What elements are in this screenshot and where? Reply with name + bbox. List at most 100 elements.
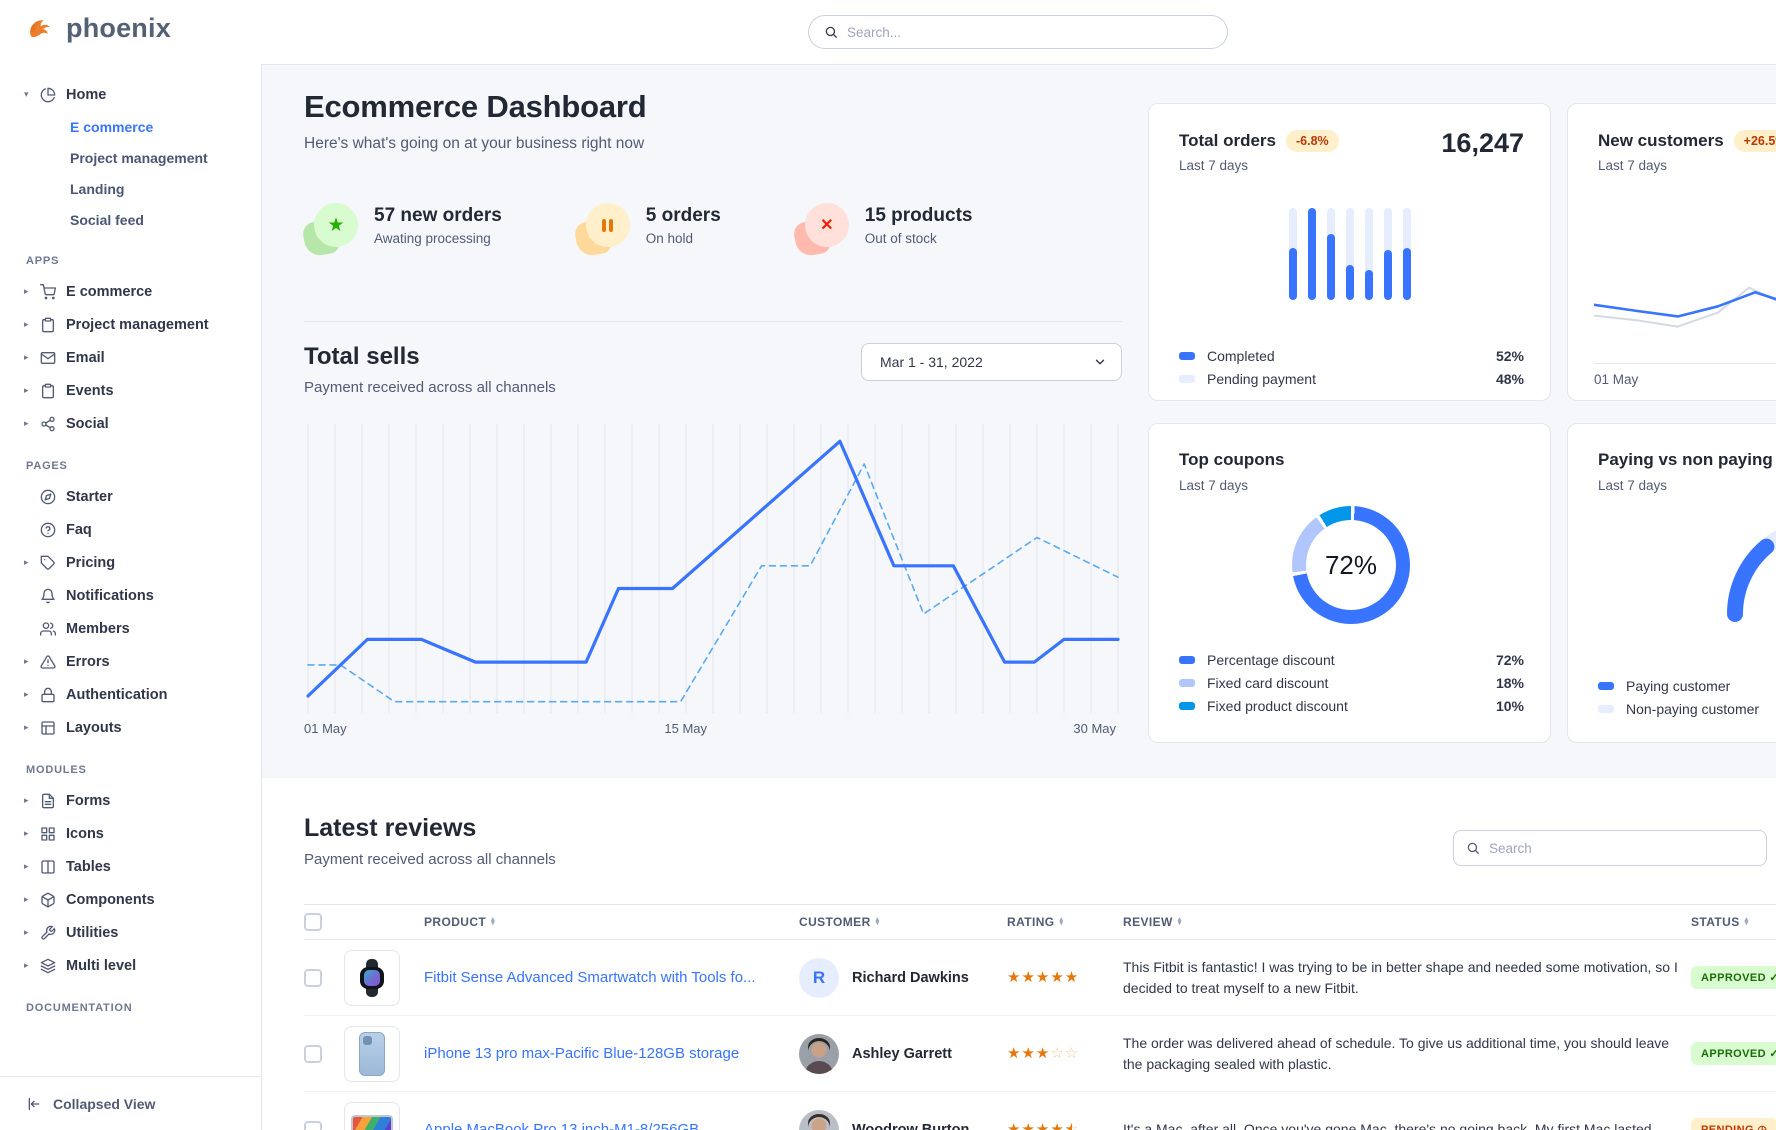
product-image-smartwatch — [357, 958, 387, 997]
total-orders-bar-chart — [1149, 208, 1550, 300]
top-coupons-title: Top coupons — [1179, 450, 1285, 469]
sidebar-item-events[interactable]: ▸ Events — [0, 374, 261, 407]
legend-row: Pending payment 48% — [1179, 367, 1524, 390]
avatar — [799, 1109, 839, 1130]
legend-value: 72% — [1495, 651, 1524, 668]
sidebar-item-layouts[interactable]: ▸ Layouts — [0, 711, 261, 744]
sidebar-item-icons[interactable]: ▸ Icons — [0, 817, 261, 850]
sidebar-item-components[interactable]: ▸ Components — [0, 883, 261, 916]
top-coupons-donut-chart: 72% — [1292, 506, 1410, 624]
reviews-search-input[interactable] — [1489, 840, 1754, 856]
page-title: Ecommerce Dashboard — [304, 89, 647, 124]
sidebar-item-label: E commerce — [66, 283, 153, 300]
product-link[interactable]: iPhone 13 pro max-Pacific Blue-128GB sto… — [424, 1045, 740, 1062]
legend-swatch — [1179, 678, 1195, 687]
sidebar-item-starter[interactable]: Starter — [0, 480, 261, 513]
reviews-search[interactable] — [1453, 830, 1767, 866]
sort-icon: ▴ ▾ — [1744, 915, 1749, 927]
column-header-status[interactable]: STATUS ▴ ▾ — [1691, 915, 1749, 929]
sidebar-item-label: Starter — [66, 488, 113, 505]
sidebar-section-label: APPS — [26, 255, 60, 267]
sidebar-section-label: MODULES — [26, 764, 87, 776]
brand-logo[interactable]: phoenix — [24, 12, 171, 45]
new-customers-sparkline — [1594, 272, 1776, 350]
select-all-checkbox[interactable] — [304, 913, 322, 931]
product-link[interactable]: Apple MacBook Pro 13 inch-M1-8/256GB — [424, 1121, 700, 1130]
row-checkbox[interactable] — [304, 1044, 322, 1063]
legend-row: Completed 52% — [1179, 344, 1524, 367]
legend-value: 48% — [1495, 370, 1524, 387]
tag-icon — [40, 555, 55, 570]
sidebar-item-multi-level[interactable]: ▸ Multi level — [0, 949, 261, 982]
sidebar-item-pricing[interactable]: ▸ Pricing — [0, 546, 261, 579]
column-header-customer[interactable]: CUSTOMER ▴ ▾ — [799, 915, 880, 929]
total-orders-title: Total orders -6.8% — [1179, 130, 1339, 152]
sidebar-item-notifications[interactable]: Notifications — [0, 579, 261, 612]
paying-title: Paying vs non paying — [1598, 450, 1773, 469]
paying-gauge-chart — [1727, 530, 1776, 622]
x-axis-label: 15 May — [664, 721, 708, 736]
sidebar-item-social[interactable]: ▸ Social — [0, 407, 261, 440]
new-customers-title: New customers +26.5% — [1598, 130, 1776, 152]
sidebar-subitem-label: E commerce — [70, 118, 154, 135]
donut-center-label: 72% — [1324, 549, 1378, 580]
product-thumbnail[interactable] — [344, 1025, 400, 1082]
sidebar-item-label: Pricing — [66, 554, 116, 571]
product-thumbnail[interactable] — [344, 949, 400, 1006]
global-search-input[interactable] — [847, 24, 1212, 40]
wrench-icon — [41, 925, 56, 940]
sidebar-subitem-landing[interactable]: Landing — [0, 173, 261, 204]
table-row: Apple MacBook Pro 13 inch-M1-8/256GB Wood… — [304, 1092, 1776, 1130]
sidebar-subitem-e-commerce[interactable]: E commerce — [0, 111, 261, 142]
sidebar-item-authentication[interactable]: ▸ Authentication — [0, 678, 261, 711]
legend-label: Completed — [1207, 347, 1275, 364]
phoenix-logo-icon — [30, 20, 50, 38]
sidebar-item-project-management[interactable]: ▸ Project management — [0, 308, 261, 341]
product-image-macbook — [351, 1114, 393, 1130]
customer-name: Ashley Garrett — [852, 1045, 952, 1062]
product-link[interactable]: Fitbit Sense Advanced Smartwatch with To… — [424, 969, 756, 986]
column-header-rating[interactable]: RATING ▴ ▾ — [1007, 915, 1064, 929]
share-icon — [41, 416, 55, 431]
column-header-review[interactable]: REVIEW ▴ ▾ — [1123, 915, 1182, 929]
paying-legend: Paying customer Non-paying customer — [1598, 674, 1776, 720]
top-coupons-legend: Percentage discount 72% Fixed card discoun… — [1179, 648, 1524, 717]
sidebar-item-label: Components — [66, 891, 155, 908]
sidebar-subitem-project-management[interactable]: Project management — [0, 142, 261, 173]
new-customers-badge: +26.5% — [1733, 130, 1776, 152]
sidebar-item-home[interactable]: ▾ Home — [0, 78, 261, 111]
collapsed-view-toggle[interactable]: Collapsed View — [0, 1076, 261, 1130]
date-range-select[interactable]: Mar 1 - 31, 2022 — [861, 343, 1122, 381]
sidebar-item-label: Utilities — [66, 924, 119, 941]
collapse-left-icon — [28, 1097, 40, 1110]
caret-right-icon: ▸ — [24, 960, 29, 970]
sidebar-item-utilities[interactable]: ▸ Utilities — [0, 916, 261, 949]
sidebar-item-label: Icons — [66, 825, 104, 842]
caret-right-icon: ▸ — [24, 352, 29, 362]
sidebar-subitem-social-feed[interactable]: Social feed — [0, 204, 261, 235]
global-search[interactable] — [808, 15, 1228, 49]
top-coupons-card: Top coupons Last 7 days 72% Percentage d… — [1148, 423, 1551, 743]
sidebar-item-e-commerce[interactable]: ▸ E commerce — [0, 275, 261, 308]
sidebar-item-tables[interactable]: ▸ Tables — [0, 850, 261, 883]
row-checkbox[interactable] — [304, 968, 322, 987]
star-icon: ★ — [327, 214, 345, 236]
compass-icon — [40, 489, 56, 504]
total-sells-subtitle: Payment received across all channels — [304, 379, 556, 396]
sidebar-item-email[interactable]: ▸ Email — [0, 341, 261, 374]
row-checkbox[interactable] — [304, 1120, 322, 1130]
bar — [1345, 208, 1354, 300]
sidebar-item-faq[interactable]: Faq — [0, 513, 261, 546]
stat-value: 57 new orders — [374, 205, 502, 226]
sidebar-item-errors[interactable]: ▸ Errors — [0, 645, 261, 678]
legend-swatch — [1179, 655, 1195, 664]
top-navbar: phoenix — [0, 0, 1776, 64]
latest-reviews-title: Latest reviews — [304, 814, 477, 842]
sort-icon: ▴ ▾ — [875, 915, 880, 927]
product-thumbnail[interactable] — [344, 1101, 400, 1130]
caret-right-icon: ▸ — [24, 927, 29, 937]
sidebar-item-members[interactable]: Members — [0, 612, 261, 645]
column-header-product[interactable]: PRODUCT ▴ ▾ — [424, 915, 496, 929]
sidebar-item-forms[interactable]: ▸ Forms — [0, 784, 261, 817]
legend-label: Fixed card discount — [1207, 674, 1329, 691]
